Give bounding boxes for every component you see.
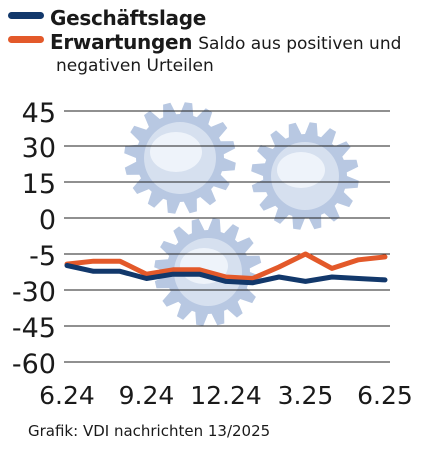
y-tick-label: -45 [12, 313, 56, 344]
y-tick-label: -30 [12, 277, 56, 308]
gear-highlight-2 [277, 152, 325, 188]
legend-swatch-erwartungen [8, 36, 44, 43]
y-tick-label: 15 [22, 169, 56, 200]
x-axis-ticks: 6.24 9.24 12.24 3.25 6.25 [39, 381, 413, 410]
x-tick-label: 6.24 [39, 381, 95, 410]
x-tick-label: 6.25 [357, 381, 413, 410]
legend-label-erwartungen: Erwartungen [50, 30, 193, 54]
legend-item-erwartungen: Erwartungen Saldo aus positiven und [8, 30, 423, 54]
legend-item-geschaeftslage: Geschäftslage [8, 6, 423, 30]
legend: Geschäftslage Erwartungen Saldo aus posi… [8, 6, 423, 76]
legend-note: Saldo aus positiven und [198, 34, 402, 54]
y-tick-label: -60 [12, 349, 56, 380]
x-tick-label: 12.24 [190, 381, 262, 410]
y-tick-label: -5 [29, 241, 56, 272]
source-credit: Grafik: VDI nachrichten 13/2025 [28, 422, 271, 440]
legend-swatch-geschaeftslage [8, 12, 44, 19]
y-tick-label: 30 [22, 133, 56, 164]
y-tick-label: 45 [22, 98, 56, 129]
legend-note-continued: negativen Urteilen [56, 56, 214, 76]
chart-gridlines [64, 110, 390, 363]
legend-label-geschaeftslage: Geschäftslage [50, 6, 206, 30]
gear-highlight-1 [150, 132, 202, 172]
x-tick-label: 3.25 [278, 381, 334, 410]
gear-watermark [124, 102, 359, 326]
y-tick-label: 0 [39, 205, 56, 236]
series-line-erwartungen [64, 251, 388, 281]
y-axis-ticks: 45 30 15 0 -5 -30 -45 -60 [12, 98, 56, 380]
chart-series [64, 251, 388, 286]
series-line-geschaeftslage [64, 263, 388, 286]
x-tick-label: 9.24 [119, 381, 175, 410]
